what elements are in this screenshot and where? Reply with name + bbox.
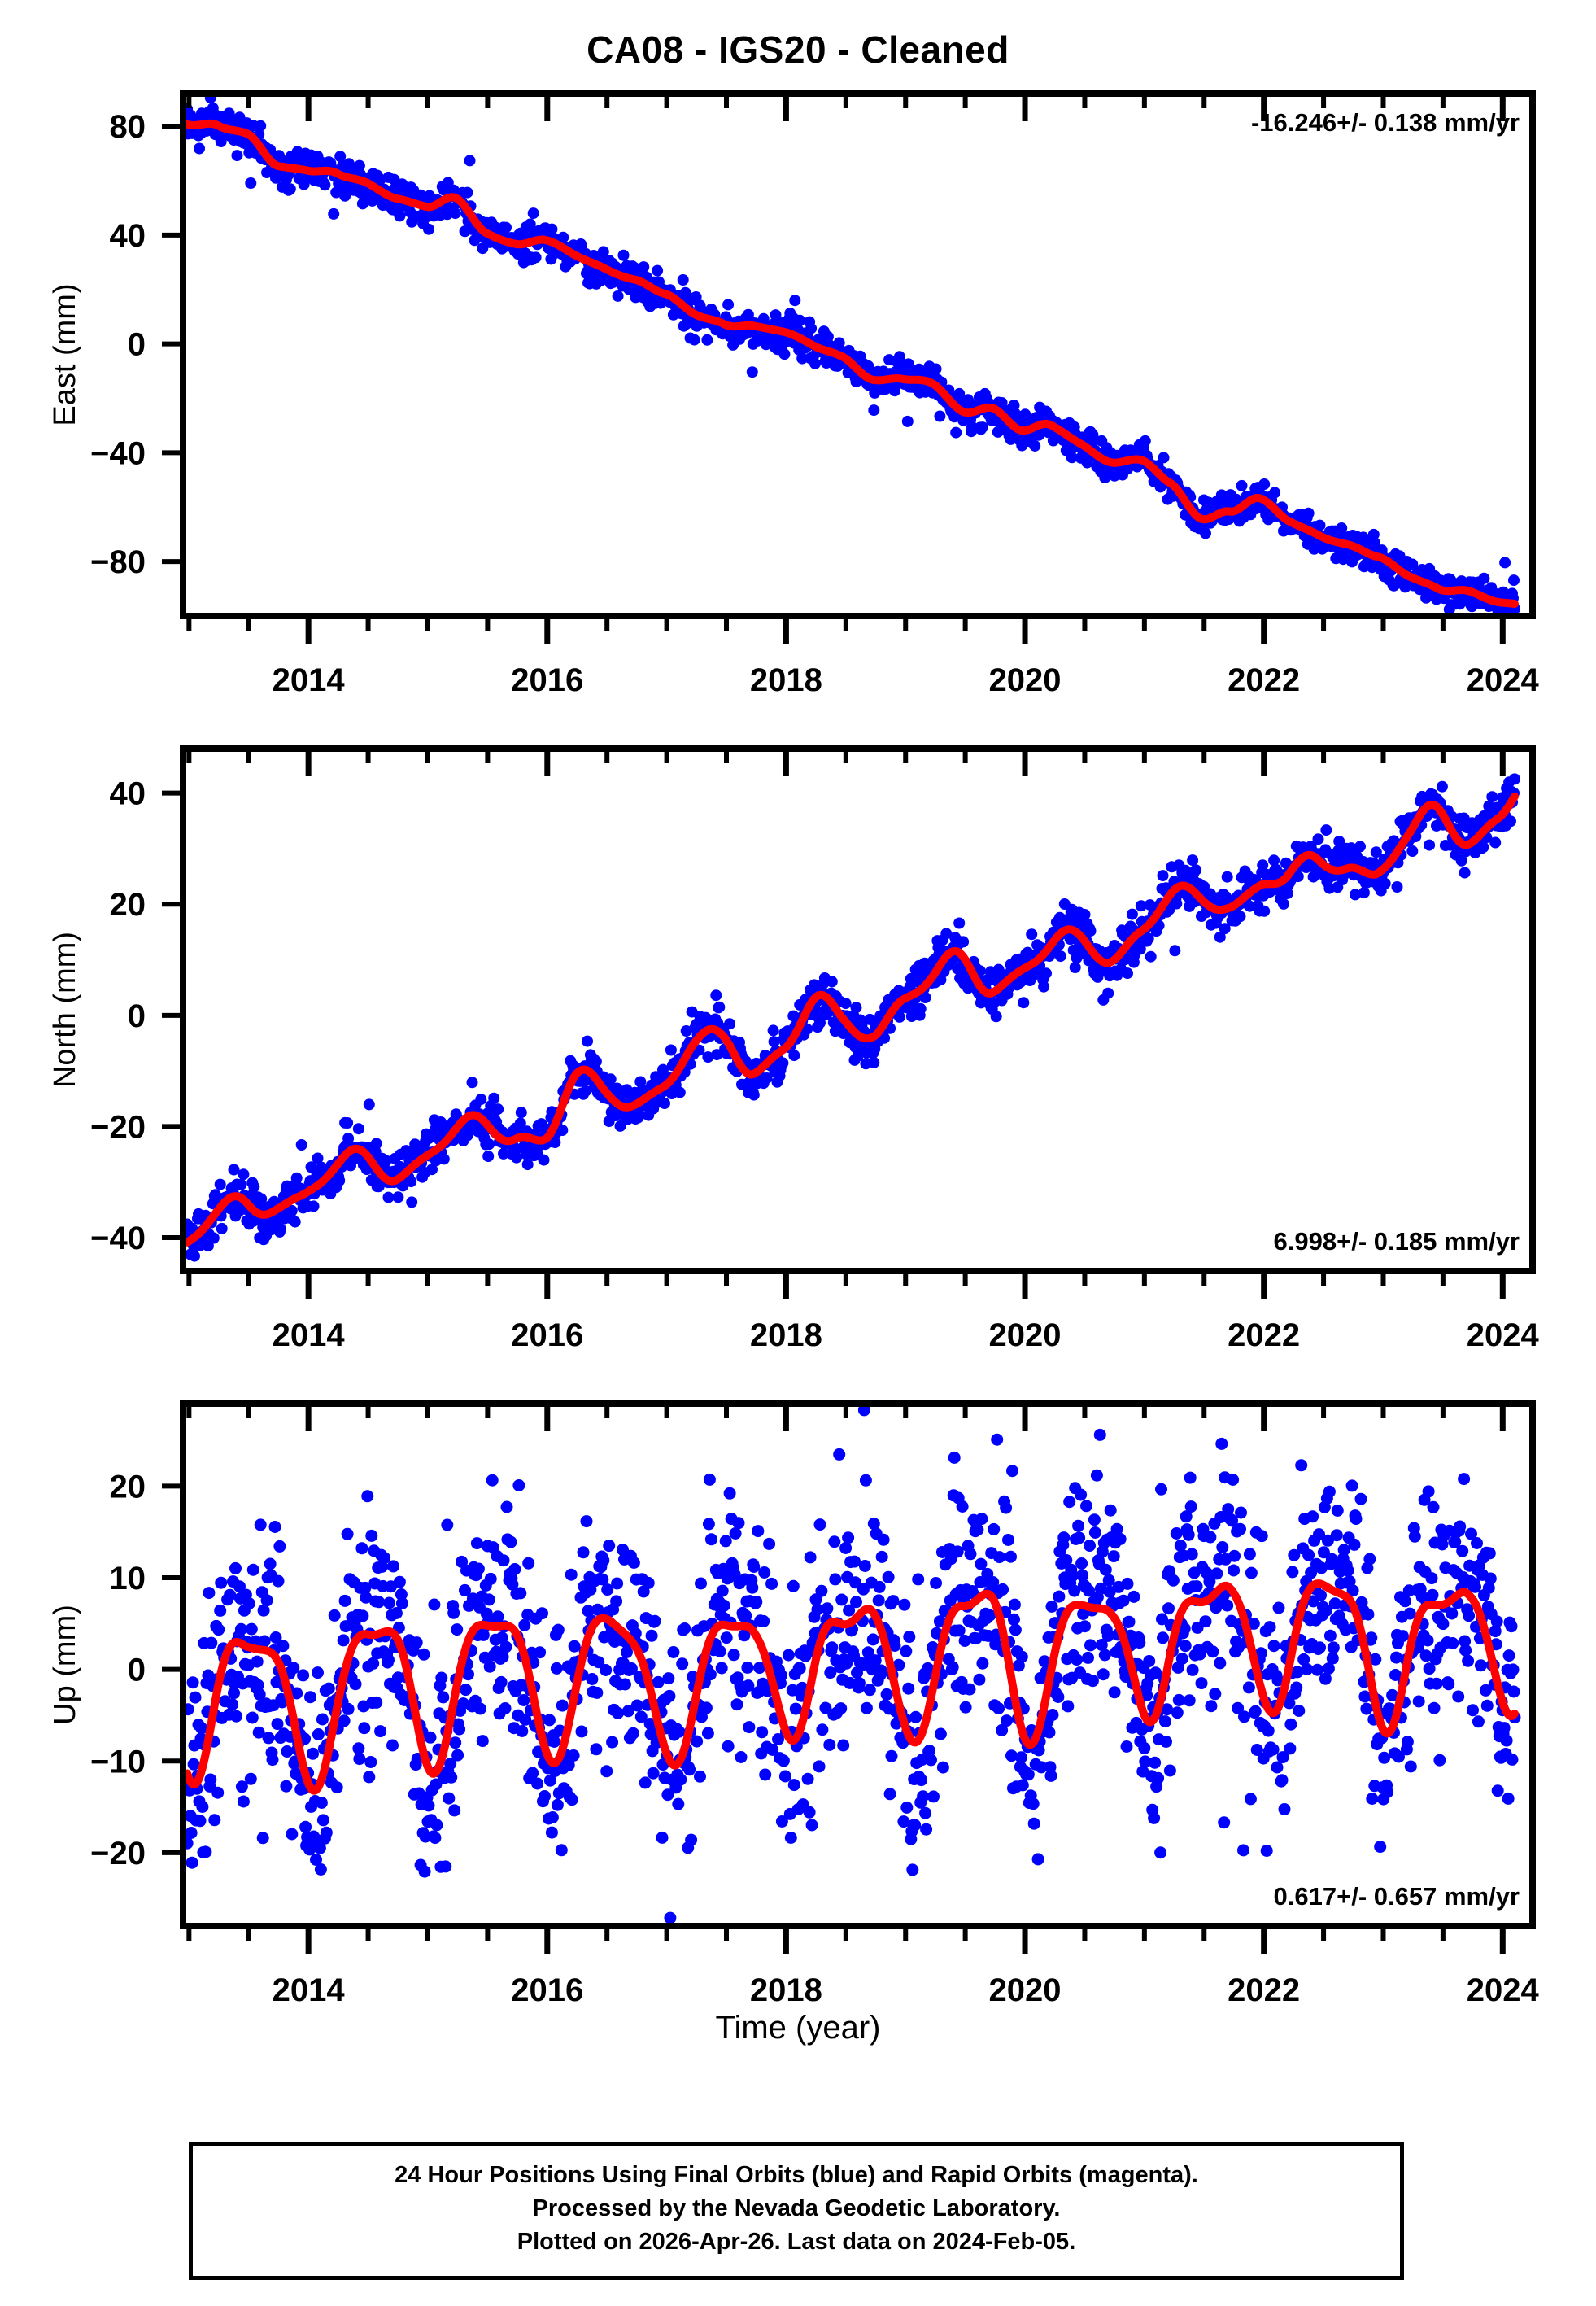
x-tick-label-up: 2016 (511, 1972, 583, 2008)
y-axis-title-east: East (mm) (48, 283, 82, 426)
chart-panel-east: 80 40 0 −40 −80 2014 2016 2018 2020 2022 2024 East … (0, 73, 1596, 728)
plot-frame-east (180, 90, 1536, 619)
x-tick-label-north: 2018 (750, 1317, 822, 1353)
plot-frame-up (180, 1400, 1536, 1929)
data-points-east (181, 92, 1521, 618)
caption-line-3: Plotted on 2026-Apr-26. Last data on 202… (517, 2229, 1076, 2256)
caption-box: 24 Hour Positions Using Final Orbits (bl… (189, 2142, 1404, 2280)
y-tick-label-east: 40 (110, 218, 146, 254)
y-tick-label-up: 0 (128, 1653, 146, 1688)
y-tick-label-up: −10 (90, 1744, 146, 1780)
x-tick-label-up: 2022 (1228, 1972, 1300, 2008)
x-tick-label-east: 2016 (511, 662, 583, 698)
x-tick-label-up: 2020 (989, 1972, 1062, 2008)
y-tick-label-east: −80 (90, 544, 146, 580)
y-tick-label-north: 20 (110, 887, 146, 923)
x-axis-title: Time (year) (715, 2010, 881, 2046)
trend-line-east (183, 119, 1519, 609)
y-tick-label-up: −20 (90, 1836, 146, 1871)
y-tick-label-north: −40 (90, 1221, 146, 1256)
x-tick-label-north: 2024 (1467, 1317, 1540, 1353)
trend-line-north (183, 792, 1519, 1247)
y-axis-title-north: North (mm) (48, 932, 82, 1088)
chart-up: 20 10 0 −10 −20 2014 2016 2018 2020 2022 2024 Up (m… (0, 1383, 1596, 2038)
x-tick-label-north: 2022 (1228, 1317, 1300, 1353)
y-tick-label-east: 80 (110, 109, 146, 145)
x-tick-label-east: 2022 (1228, 662, 1300, 698)
y-axis-title-up: Up (mm) (48, 1605, 82, 1725)
caption-line-1: 24 Hour Positions Using Final Orbits (bl… (395, 2162, 1198, 2188)
rate-label-up: 0.617+/- 0.657 mm/yr (1274, 1882, 1520, 1911)
y-tick-label-east: −40 (90, 435, 146, 471)
chart-north: 40 20 0 −20 −40 2014 2016 2018 2020 2022 2024 North… (0, 728, 1596, 1383)
x-tick-label-north: 2014 (273, 1317, 346, 1353)
x-tick-label-north: 2016 (511, 1317, 583, 1353)
y-tick-label-east: 0 (128, 327, 146, 363)
x-tick-label-up: 2018 (750, 1972, 822, 2008)
x-tick-label-east: 2014 (273, 662, 346, 698)
x-tick-label-north: 2020 (989, 1317, 1062, 1353)
caption-line-2: Processed by the Nevada Geodetic Laborat… (532, 2195, 1061, 2222)
x-tick-label-up: 2024 (1467, 1972, 1540, 2008)
y-tick-label-north: 0 (128, 998, 146, 1034)
plot-frame-north (180, 745, 1536, 1274)
data-points-up (181, 1404, 1521, 1924)
x-tick-label-up: 2014 (273, 1972, 346, 2008)
y-tick-label-up: 20 (110, 1469, 146, 1505)
trend-line-up (183, 1579, 1519, 1795)
rate-label-east: -16.246+/- 0.138 mm/yr (1251, 108, 1520, 137)
y-tick-label-north: −20 (90, 1109, 146, 1145)
y-tick-label-up: 10 (110, 1561, 146, 1596)
chart-panel-up: 20 10 0 −10 −20 2014 2016 2018 2020 2022 2024 Up (m… (0, 1383, 1596, 2038)
chart-east: 80 40 0 −40 −80 2014 2016 2018 2020 2022 2024 East … (0, 73, 1596, 728)
x-tick-label-east: 2020 (989, 662, 1062, 698)
chart-panel-north: 40 20 0 −20 −40 2014 2016 2018 2020 2022 2024 North… (0, 728, 1596, 1383)
x-tick-label-east: 2018 (750, 662, 822, 698)
x-tick-label-east: 2024 (1467, 662, 1540, 698)
page-title: CA08 - IGS20 - Cleaned (587, 28, 1009, 71)
rate-label-north: 6.998+/- 0.185 mm/yr (1274, 1227, 1520, 1256)
y-tick-label-north: 40 (110, 776, 146, 812)
